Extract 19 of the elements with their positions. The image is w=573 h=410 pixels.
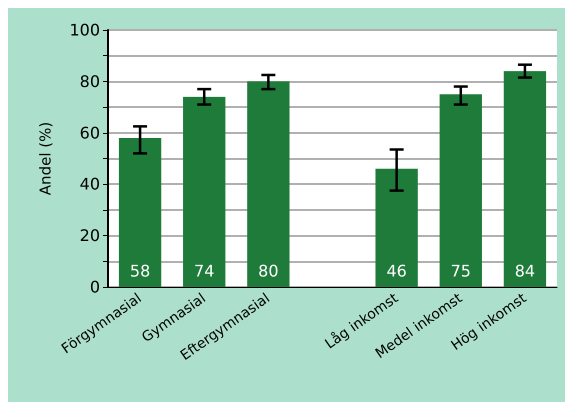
bar xyxy=(118,138,162,287)
y-tick-label: 100 xyxy=(69,20,100,40)
y-tick-label: 80 xyxy=(80,72,100,91)
y-tick-label: 40 xyxy=(80,174,100,194)
data-label: 75 xyxy=(450,262,471,280)
data-label: 74 xyxy=(194,262,214,280)
data-label: 58 xyxy=(130,262,150,280)
data-label: 84 xyxy=(514,262,536,280)
data-label: 80 xyxy=(258,262,279,280)
bar xyxy=(504,71,546,287)
y-axis-title: Andel (%) xyxy=(36,122,54,196)
data-label: 46 xyxy=(386,262,407,280)
y-tick-label: 0 xyxy=(90,278,100,296)
bar xyxy=(375,168,418,287)
bar xyxy=(247,81,290,287)
bar xyxy=(440,94,482,287)
y-tick-label: 60 xyxy=(80,123,100,142)
y-tick-label: 20 xyxy=(80,226,100,246)
bar xyxy=(183,96,226,287)
